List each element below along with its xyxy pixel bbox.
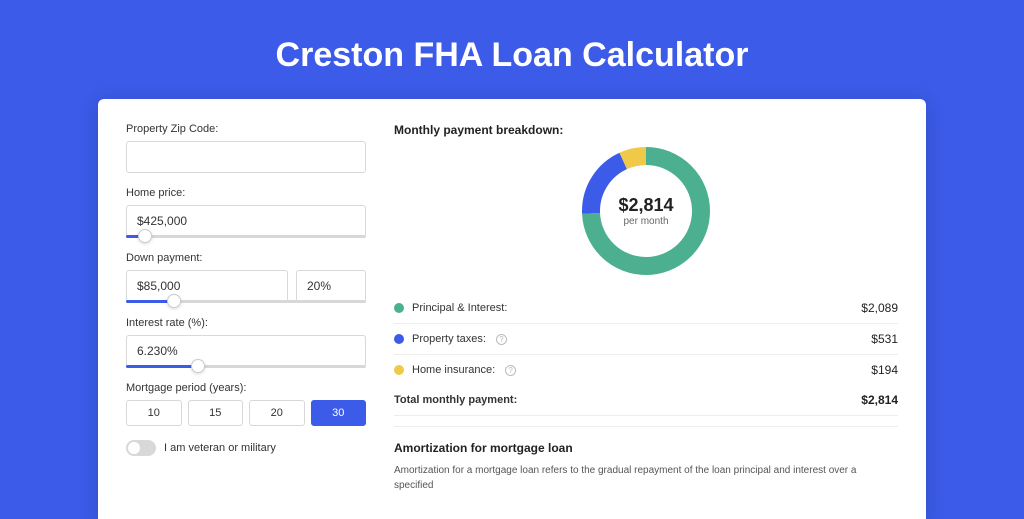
home-price-input[interactable]	[126, 205, 366, 237]
zip-label: Property Zip Code:	[126, 123, 366, 135]
legend-dot-icon	[394, 303, 404, 313]
legend-dot-icon	[394, 334, 404, 344]
legend-label: Principal & Interest:	[412, 302, 507, 314]
interest-slider[interactable]	[126, 365, 366, 368]
legend-value: $194	[871, 363, 898, 377]
inputs-panel: Property Zip Code: Home price: Down paym…	[126, 123, 366, 519]
donut-center: $2,814 per month	[582, 147, 710, 275]
legend-row-0: Principal & Interest: $2,089	[394, 293, 898, 324]
veteran-toggle[interactable]	[126, 440, 156, 456]
legend-label: Property taxes:	[412, 333, 486, 345]
donut-wrap: $2,814 per month	[394, 147, 898, 275]
down-payment-percent-input[interactable]	[296, 270, 366, 302]
home-price-slider[interactable]	[126, 235, 366, 238]
legend-row-1: Property taxes:? $531	[394, 324, 898, 355]
donut-sub: per month	[623, 216, 668, 227]
amortization-section: Amortization for mortgage loan Amortizat…	[394, 426, 898, 493]
interest-input[interactable]	[126, 335, 366, 367]
interest-block: Interest rate (%):	[126, 317, 366, 368]
period-btn-20[interactable]: 20	[249, 400, 305, 426]
interest-slider-thumb[interactable]	[191, 359, 205, 373]
down-payment-slider[interactable]	[126, 300, 366, 303]
home-price-slider-thumb[interactable]	[138, 229, 152, 243]
home-price-block: Home price:	[126, 187, 366, 238]
down-payment-label: Down payment:	[126, 252, 366, 264]
legend-row-2: Home insurance:? $194	[394, 355, 898, 385]
down-payment-slider-thumb[interactable]	[167, 294, 181, 308]
down-payment-amount-input[interactable]	[126, 270, 288, 302]
legend-value: $2,089	[861, 301, 898, 315]
period-block: Mortgage period (years): 10152030	[126, 382, 366, 426]
donut-amount: $2,814	[618, 195, 673, 216]
amortization-title: Amortization for mortgage loan	[394, 441, 898, 455]
interest-label: Interest rate (%):	[126, 317, 366, 329]
period-buttons: 10152030	[126, 400, 366, 426]
breakdown-panel: Monthly payment breakdown: $2,814 per mo…	[394, 123, 898, 519]
legend-dot-icon	[394, 365, 404, 375]
home-price-label: Home price:	[126, 187, 366, 199]
zip-input[interactable]	[126, 141, 366, 173]
period-btn-10[interactable]: 10	[126, 400, 182, 426]
down-payment-block: Down payment:	[126, 252, 366, 303]
legend-label: Home insurance:	[412, 364, 495, 376]
legend-value: $531	[871, 332, 898, 346]
total-label: Total monthly payment:	[394, 394, 517, 406]
page-title: Creston FHA Loan Calculator	[0, 0, 1024, 99]
total-row: Total monthly payment: $2,814	[394, 385, 898, 416]
period-btn-30[interactable]: 30	[311, 400, 367, 426]
zip-field-block: Property Zip Code:	[126, 123, 366, 173]
amortization-text: Amortization for a mortgage loan refers …	[394, 463, 898, 493]
period-label: Mortgage period (years):	[126, 382, 366, 394]
monthly-payment-donut: $2,814 per month	[582, 147, 710, 275]
veteran-label: I am veteran or military	[164, 442, 276, 454]
veteran-row: I am veteran or military	[126, 440, 366, 456]
legend: Principal & Interest: $2,089 Property taxe…	[394, 293, 898, 385]
period-btn-15[interactable]: 15	[188, 400, 244, 426]
info-icon[interactable]: ?	[496, 334, 507, 345]
total-value: $2,814	[861, 393, 898, 407]
breakdown-title: Monthly payment breakdown:	[394, 123, 898, 137]
calculator-card: Property Zip Code: Home price: Down paym…	[98, 99, 926, 519]
info-icon[interactable]: ?	[505, 365, 516, 376]
